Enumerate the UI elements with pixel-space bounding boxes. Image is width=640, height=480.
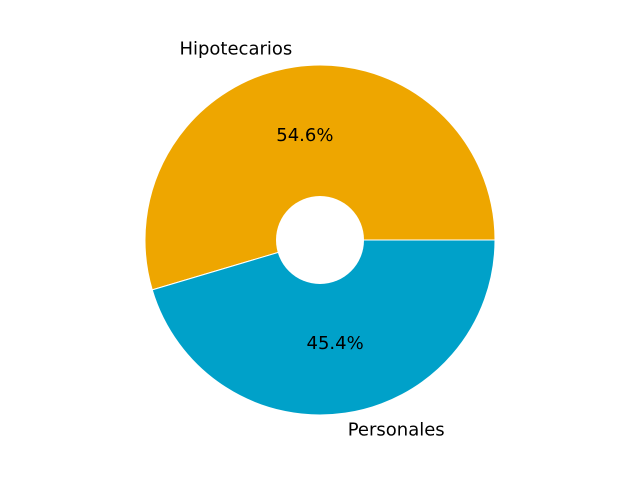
- slice-label-hipotecarios: Hipotecarios: [179, 39, 292, 60]
- slice-label-personales: Personales: [348, 419, 445, 440]
- donut-hole: [276, 196, 364, 284]
- slices-group: [144, 64, 496, 416]
- pct-label-personales: 45.4%: [307, 333, 364, 354]
- pct-label-hipotecarios: 54.6%: [276, 125, 333, 146]
- pie-slice-hipotecarios: [144, 64, 496, 291]
- pie-slice-personales: [151, 239, 496, 416]
- labels-group: Hipotecarios 54.6% Personales 45.4%: [179, 39, 444, 441]
